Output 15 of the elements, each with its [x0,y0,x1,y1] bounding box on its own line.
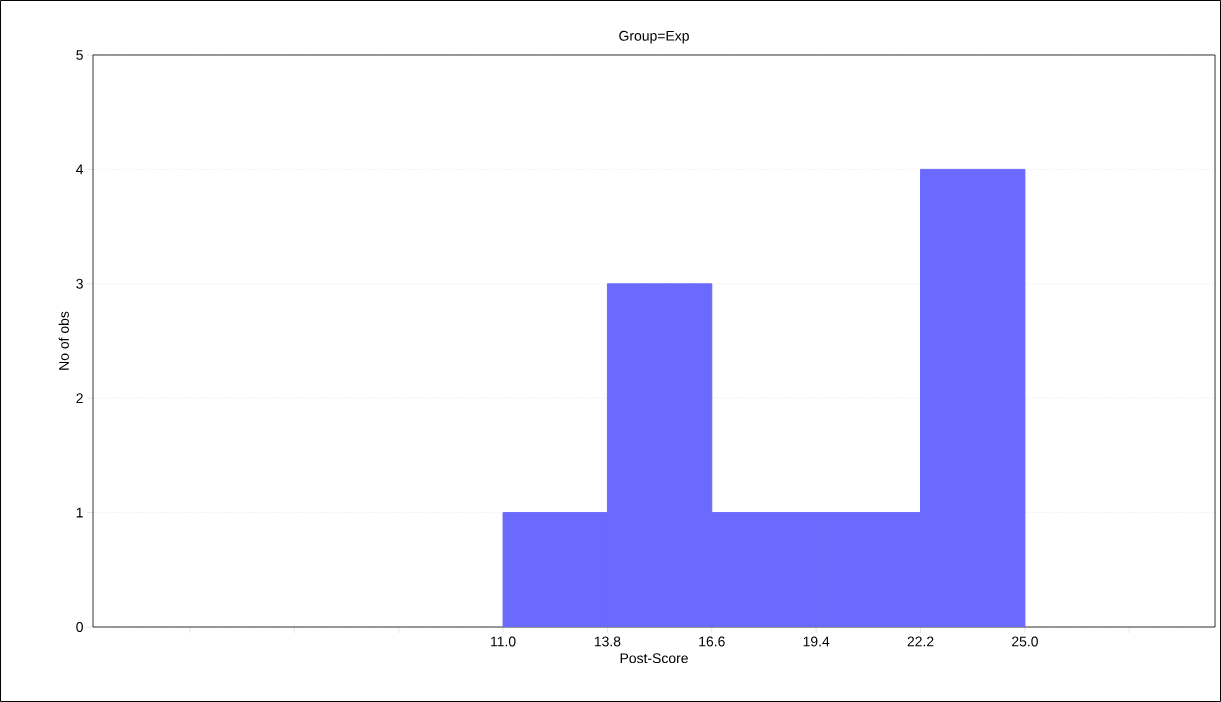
x-tick-label: 16.6 [699,636,725,647]
x-tick-label: 25.0 [1012,636,1038,647]
x-tick-label: 13.8 [594,636,621,647]
y-tick-label: 1 [76,507,83,518]
x-tick-label: 19.4 [803,636,830,647]
x-tick-label: 11.0 [491,636,516,647]
y-tick-label: 2 [76,393,83,404]
x-axis-title: Post-Score [620,653,688,664]
y-tick-label: 5 [76,50,83,60]
y-tick-label: 4 [76,164,84,175]
y-tick-label: 0 [76,622,83,632]
y-axis-title: No of obs [58,311,69,370]
y-tick-label: 3 [76,278,83,289]
x-tick-label: 22.2 [907,636,934,647]
chart-title: Group=Exp [619,30,689,44]
